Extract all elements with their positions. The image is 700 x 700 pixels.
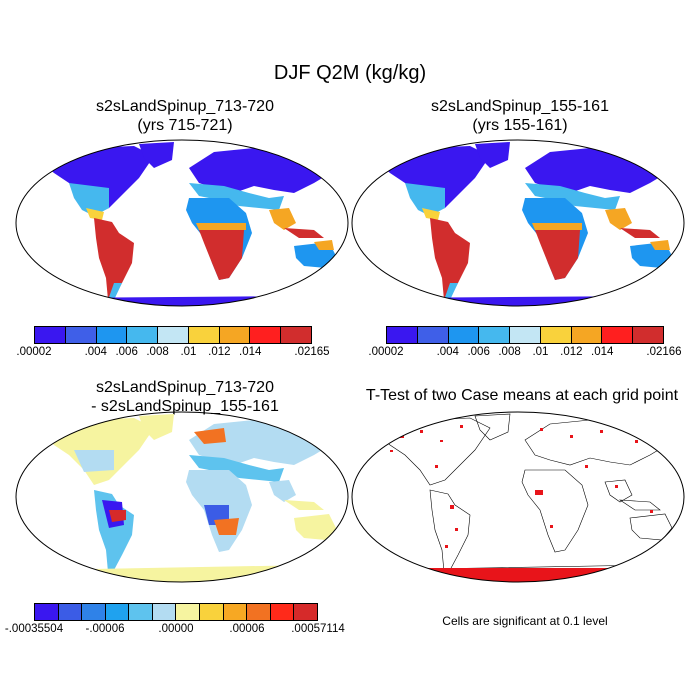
world-map-icon xyxy=(29,414,339,582)
colorbar-swatch xyxy=(105,604,130,620)
map-panel-3 xyxy=(15,411,349,583)
colorbar-swatch xyxy=(387,327,418,343)
colorbar-swatch xyxy=(65,327,97,343)
colorbar-swatch xyxy=(281,327,312,343)
colorbar-swatch xyxy=(294,604,317,620)
colorbar-swatch xyxy=(247,604,271,620)
colorbar-2 xyxy=(386,326,664,344)
colorbar-swatch xyxy=(127,327,159,343)
world-map-icon xyxy=(364,413,676,582)
colorbar-3 xyxy=(34,603,318,621)
panel2-title-line1: s2sLandSpinup_155-161 xyxy=(431,98,609,115)
colorbar-tick-label: .00000 xyxy=(158,623,194,635)
colorbar-tick-label: .004 xyxy=(436,346,459,358)
colorbar-swatch xyxy=(602,327,634,343)
panel3-title: s2sLandSpinup_713-720 - s2sLandSpinup_15… xyxy=(20,378,350,416)
main-title: DJF Q2M (kg/kg) xyxy=(273,62,427,84)
colorbar-1 xyxy=(34,326,312,344)
colorbar-tick-label: .01 xyxy=(532,346,549,358)
colorbar-tick-label: .008 xyxy=(498,346,521,358)
colorbar-tick-label: .00002 xyxy=(16,346,52,358)
colorbar-swatch xyxy=(250,327,282,343)
colorbar-tick-label: .006 xyxy=(467,346,490,358)
colorbar-swatch xyxy=(270,604,295,620)
colorbar-swatch xyxy=(223,604,248,620)
colorbar-swatch xyxy=(479,327,511,343)
colorbar-swatch xyxy=(571,327,603,343)
colorbar-tick-label: -.00006 xyxy=(85,623,125,635)
colorbar-swatch xyxy=(176,604,201,620)
map-panel-2 xyxy=(351,139,685,307)
colorbar-swatch xyxy=(35,604,59,620)
colorbar-swatch xyxy=(82,604,106,620)
colorbar-tick-label: .00057114 xyxy=(291,623,345,635)
colorbar-swatch xyxy=(58,604,83,620)
panel2-title-line2: (yrs 155-161) xyxy=(472,117,568,134)
colorbar-tick-label: .01 xyxy=(180,346,197,358)
panel1-title: s2sLandSpinup_713-720 (yrs 715-721) xyxy=(20,97,350,135)
world-map-icon xyxy=(370,142,675,306)
panel3-title-line1: s2sLandSpinup_713-720 xyxy=(96,379,274,396)
colorbar-swatch xyxy=(448,327,480,343)
colorbar-tick-label: .012 xyxy=(208,346,231,358)
colorbar-tick-label: .004 xyxy=(84,346,107,358)
map-panel-4 xyxy=(351,411,685,583)
colorbar-tick-label: .006 xyxy=(115,346,138,358)
colorbar-swatch xyxy=(510,327,541,343)
colorbar-tick-label: .02166 xyxy=(646,346,682,358)
panel1-title-line1: s2sLandSpinup_713-720 xyxy=(96,98,274,115)
colorbar-tick-label: .014 xyxy=(239,346,262,358)
colorbar-swatch xyxy=(96,327,128,343)
colorbar-tick-label: .00006 xyxy=(229,623,265,635)
colorbar-swatch xyxy=(200,604,224,620)
colorbar-2-labels: .00002 .004 .006 .008 .01 .012 .014 .02166 xyxy=(0,346,700,362)
colorbar-swatch xyxy=(129,604,153,620)
panel3-title-line2: - s2sLandSpinup_155-161 xyxy=(91,398,279,415)
map-panel-1 xyxy=(15,139,349,307)
panel4-title: T-Test of two Case means at each grid po… xyxy=(365,387,679,404)
colorbar-swatch xyxy=(35,327,66,343)
colorbar-swatch xyxy=(540,327,572,343)
colorbar-tick-label: .008 xyxy=(146,346,169,358)
world-map-icon xyxy=(34,142,339,306)
colorbar-swatch xyxy=(158,327,189,343)
colorbar-3-labels: -.00035504 -.00006 .00000 .00006 .00057114 xyxy=(0,623,350,639)
colorbar-swatch xyxy=(188,327,220,343)
colorbar-1-labels: .00002 .004 .006 .008 .01 .012 .014 .02165 xyxy=(0,346,350,362)
colorbar-swatch xyxy=(219,327,251,343)
colorbar-swatch xyxy=(417,327,449,343)
significance-note: Cells are significant at 0.1 level xyxy=(442,614,608,628)
panel2-title: s2sLandSpinup_155-161 (yrs 155-161) xyxy=(355,97,685,135)
colorbar-tick-label: -.00035504 xyxy=(4,623,64,635)
colorbar-tick-label: .014 xyxy=(591,346,614,358)
colorbar-tick-label: .00002 xyxy=(368,346,404,358)
colorbar-swatch xyxy=(633,327,664,343)
colorbar-tick-label: .012 xyxy=(560,346,583,358)
colorbar-swatch xyxy=(152,604,177,620)
significance-markers xyxy=(375,425,660,582)
colorbar-tick-label: .02165 xyxy=(294,346,330,358)
panel1-title-line2: (yrs 715-721) xyxy=(137,117,233,134)
